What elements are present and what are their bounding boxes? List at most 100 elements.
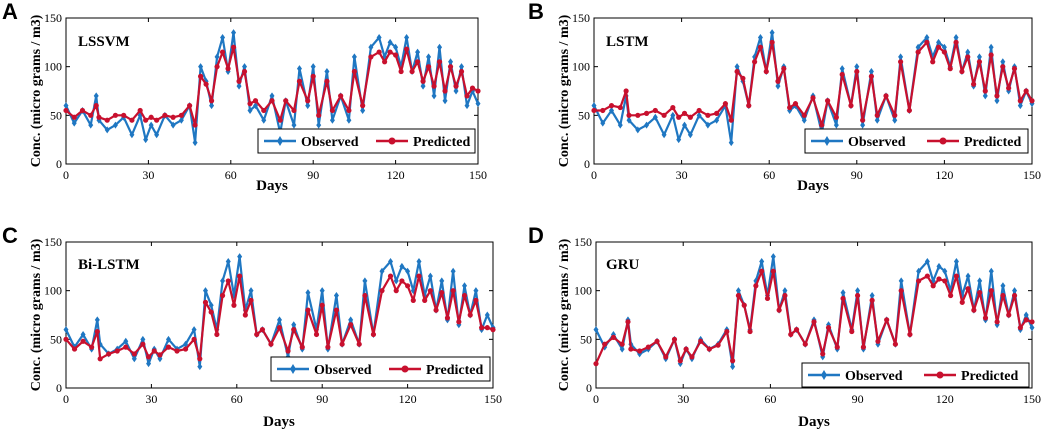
point-predicted (1011, 66, 1018, 72)
panel-letter: A (2, 0, 18, 24)
point-predicted (1023, 88, 1029, 94)
panel-c: C Bi-LSTM Days Conc. (micro grams / m3) … (2, 223, 502, 430)
point-observed (231, 29, 237, 37)
point-observed (988, 43, 994, 51)
point-predicted (252, 98, 259, 104)
point-observed (208, 301, 214, 309)
point-observed (1023, 311, 1029, 319)
x-tick-label: 120 (935, 168, 953, 182)
point-predicted (473, 297, 479, 303)
point-observed (220, 33, 226, 41)
point-observed (953, 257, 959, 265)
y-tick-label: 100 (572, 60, 590, 74)
point-predicted (892, 112, 898, 118)
point-observed (178, 116, 184, 124)
legend: Observed Predicted (257, 128, 476, 154)
point-predicted (942, 278, 948, 284)
point-predicted (414, 59, 421, 65)
point-predicted (874, 112, 880, 118)
point-predicted (820, 351, 826, 357)
point-observed (198, 63, 204, 71)
point-predicted (203, 81, 209, 87)
point-observed (291, 121, 297, 129)
x-axis-label: Days (263, 414, 295, 430)
x-tick-label: 90 (316, 392, 328, 406)
point-predicted (192, 122, 198, 128)
point-predicted (1029, 98, 1035, 104)
point-observed (988, 267, 994, 275)
point-predicted (734, 68, 740, 75)
point-observed (388, 257, 394, 265)
point-predicted (490, 327, 496, 333)
point-predicted (741, 302, 747, 308)
point-predicted (764, 295, 771, 302)
point-observed (1000, 58, 1006, 66)
x-tick-label: 30 (677, 392, 689, 406)
point-predicted (752, 59, 758, 65)
point-predicted (714, 110, 720, 116)
plot-area: 0 50 100 150 0 30 60 90 120 150 (572, 11, 1041, 182)
point-predicted (722, 101, 729, 107)
point-observed (1000, 282, 1006, 290)
point-predicted (825, 325, 832, 331)
point-predicted (763, 68, 769, 75)
point-observed (1017, 102, 1023, 110)
point-predicted (121, 112, 127, 118)
point-predicted (131, 351, 137, 357)
x-tick-label: 30 (676, 168, 688, 182)
point-predicted (959, 299, 965, 305)
point-predicted (439, 290, 445, 296)
point-observed (94, 316, 100, 324)
point-observed (191, 326, 197, 334)
point-observed (734, 63, 740, 71)
x-tick-label: 0 (63, 392, 69, 406)
point-observed (898, 53, 904, 61)
x-axis-label: Days (797, 178, 829, 194)
point-predicted (376, 49, 382, 55)
point-predicted (982, 88, 988, 94)
point-predicted (231, 302, 237, 308)
point-predicted (427, 288, 433, 294)
point-predicted (447, 64, 454, 70)
point-observed (63, 102, 69, 110)
point-predicted (225, 278, 231, 284)
point-predicted (625, 319, 631, 325)
legend: Observed Predicted (804, 128, 1029, 154)
point-predicted (197, 73, 204, 79)
point-observed (351, 53, 357, 61)
y-axis-label: Conc. (micro grams / m3) (557, 14, 572, 167)
point-predicted (225, 66, 231, 72)
point-predicted (776, 307, 782, 313)
x-axis-label: Days (798, 414, 830, 430)
point-observed (236, 82, 242, 90)
point-predicted (645, 344, 651, 350)
point-predicted (71, 346, 78, 352)
point-predicted (360, 103, 366, 109)
point-predicted (148, 114, 154, 120)
point-observed (123, 337, 129, 345)
point-predicted (277, 117, 283, 123)
point-predicted (746, 103, 752, 109)
point-observed (399, 262, 405, 270)
point-predicted (769, 39, 775, 45)
point-predicted (241, 68, 248, 75)
point-observed (209, 102, 215, 110)
point-predicted (916, 278, 922, 284)
point-observed (88, 121, 94, 129)
legend-predicted-marker (936, 371, 944, 379)
point-predicted (316, 112, 322, 118)
point-predicted (948, 292, 954, 299)
point-observed (146, 360, 152, 368)
point-predicted (792, 101, 799, 107)
point-observed (165, 335, 171, 343)
point-predicted (802, 341, 808, 347)
point-predicted (154, 117, 160, 123)
point-predicted (291, 107, 297, 114)
point-predicted (953, 39, 959, 45)
point-observed (591, 102, 597, 110)
x-tick-label: 150 (1023, 392, 1041, 406)
point-predicted (453, 83, 459, 89)
point-predicted (854, 68, 860, 75)
y-tick-label: 0 (56, 381, 62, 395)
y-tick-label: 150 (572, 11, 590, 25)
